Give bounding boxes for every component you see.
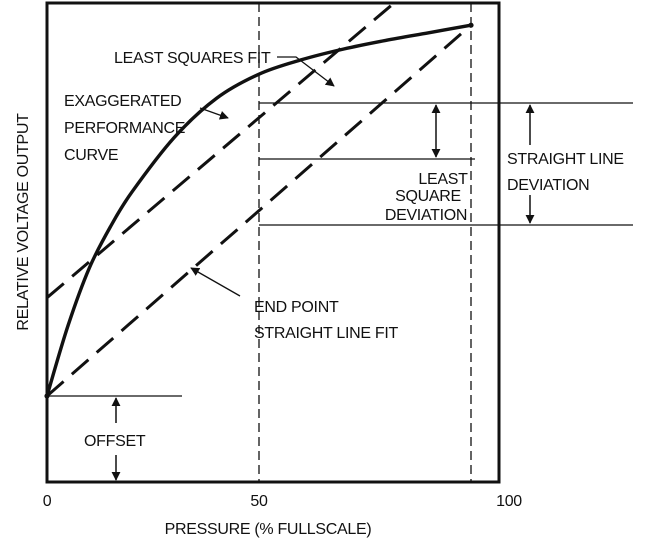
least-square-deviation-label-line-3: DEVIATION (385, 207, 467, 224)
x-tick-label-100: 100 (496, 493, 522, 510)
x-axis-title: PRESSURE (% FULLSCALE) (165, 521, 372, 538)
curve-end-point (468, 22, 474, 28)
performance-curve-label-line-2: PERFORMANCE (64, 120, 185, 137)
series-performance-line (45, 23, 472, 397)
x-tick-label-50: 50 (250, 493, 268, 510)
end-point-fit-leader (190, 267, 241, 297)
series-least-squares-fit-line (46, 0, 400, 299)
straight-line-deviation-label-line-2: DEVIATION (507, 177, 589, 194)
straight-line-deviation-label-line-1: STRAIGHT LINE (507, 151, 624, 168)
x-tick-label-0: 0 (43, 493, 52, 510)
performance-curve-leader (199, 107, 229, 120)
least-square-deviation-label-line-1: LEAST (418, 171, 468, 188)
y-axis-title: RELATIVE VOLTAGE OUTPUT (15, 113, 32, 331)
series-end-point-fit-line (46, 24, 472, 398)
series-layer (44, 0, 474, 399)
least-squares-fit-leader (277, 56, 335, 87)
performance-curve-label-line-3: CURVE (64, 147, 118, 164)
offset-label: OFFSET (84, 433, 146, 450)
performance-curve-label-line-1: EXAGGERATED (64, 93, 181, 110)
least-squares-fit-label: LEAST SQUARES FIT (114, 50, 271, 67)
least-square-deviation-label-line-2: SQUARE (395, 188, 461, 205)
plot-frame (45, 1, 501, 484)
end-point-fit-label-line-2: STRAIGHT LINE FIT (254, 325, 398, 342)
end-point-fit-label-line-1: END POINT (254, 299, 339, 316)
